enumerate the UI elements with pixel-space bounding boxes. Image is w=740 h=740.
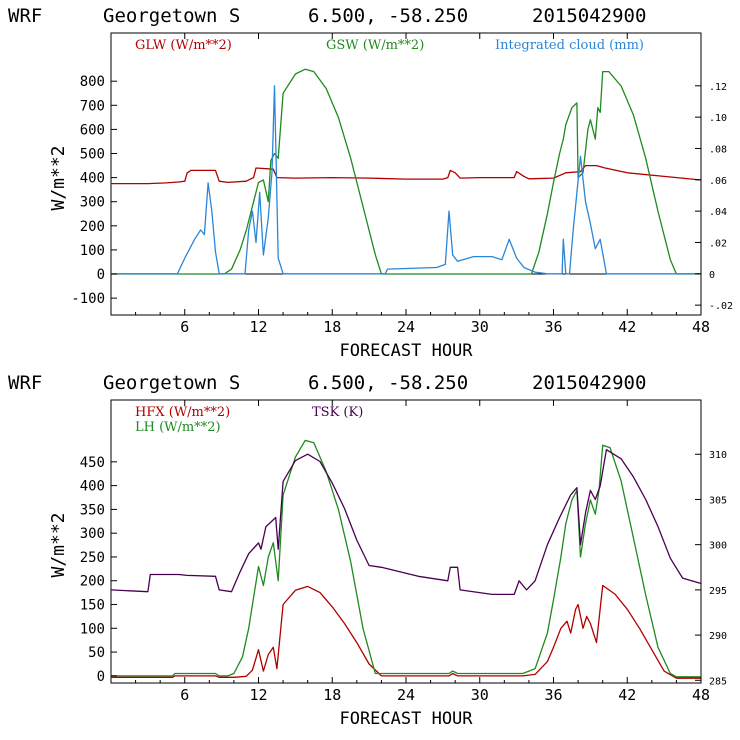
y-tick-label: 400 (80, 171, 105, 187)
y-tick-label: 400 (80, 479, 105, 495)
chart-header-coords: 6.500, -58.250 (308, 5, 468, 27)
y-tick-label: 50 (88, 645, 105, 661)
right-tick-label: 310 (709, 450, 727, 461)
x-tick-label: 48 (692, 318, 710, 336)
x-tick-label: 18 (323, 686, 341, 704)
x-tick-label: 48 (692, 686, 710, 704)
right-tick-label: .12 (709, 82, 727, 93)
chart-header-station: Georgetown S (103, 372, 240, 394)
right-axis-ticks: 285 290 295 300 305 310 (695, 450, 727, 687)
x-tick-label: 24 (397, 318, 415, 336)
right-tick-label: .10 (709, 113, 727, 124)
chart-header-station: Georgetown S (103, 5, 240, 27)
right-tick-label: -.02 (709, 301, 733, 312)
legend: GLW (W/m**2) GSW (W/m**2) Integrated clo… (135, 38, 644, 53)
x-axis-label: FORECAST HOUR (339, 709, 473, 729)
series-line-lh (111, 439, 701, 678)
y-tick-label: 100 (80, 621, 105, 637)
chart-hfx-lh-tsk: WRF Georgetown S 6.500, -58.250 20150429… (8, 372, 727, 729)
series-group (111, 68, 702, 275)
x-tick-label: 6 (180, 318, 189, 336)
series-line-glw (111, 164, 702, 185)
x-tick-label: 42 (618, 318, 636, 336)
chart-header-model: WRF (8, 372, 42, 394)
right-tick-label: 300 (709, 541, 727, 552)
series-group (110, 439, 702, 679)
y-tick-label: 250 (80, 550, 105, 566)
legend-entry: Integrated cloud (mm) (495, 38, 644, 53)
x-tick-label: 30 (471, 686, 489, 704)
legend-entry: HFX (W/m**2) (135, 405, 230, 420)
right-tick-label: .02 (709, 238, 727, 249)
chart-header-model: WRF (8, 5, 42, 27)
legend-entry: LH (W/m**2) (135, 420, 221, 435)
y-tick-label: 450 (80, 455, 105, 471)
y-axis-ticks: -100 0 100 200 300 400 500 600 700 800 (71, 74, 117, 307)
x-axis-label: FORECAST HOUR (339, 341, 473, 361)
x-axis-ticks: 6 12 18 24 30 36 42 48 (135, 33, 710, 336)
y-tick-label: 350 (80, 502, 105, 518)
y-tick-label: 300 (80, 526, 105, 542)
y-tick-label: 150 (80, 598, 105, 614)
chart-glw-gsw-cloud: WRF Georgetown S 6.500, -58.250 20150429… (8, 5, 733, 361)
y-axis-label: W/m**2 (48, 145, 69, 210)
right-tick-label: .06 (709, 176, 727, 187)
x-tick-label: 6 (180, 686, 189, 704)
right-tick-label: 290 (709, 631, 727, 642)
y-tick-label: 500 (80, 147, 105, 163)
x-tick-label: 42 (618, 686, 636, 704)
legend-entry: TSK (K) (312, 405, 363, 420)
x-tick-label: 12 (249, 318, 267, 336)
right-tick-label: .08 (709, 144, 727, 155)
series-line-hfx (111, 584, 701, 679)
plot-frame (110, 399, 702, 684)
y-tick-label: 800 (80, 74, 105, 90)
y-axis-label: W/m**2 (48, 512, 69, 577)
x-tick-label: 12 (249, 686, 267, 704)
y-tick-label: 700 (80, 98, 105, 114)
legend-entry: GLW (W/m**2) (135, 38, 232, 53)
x-tick-label: 36 (544, 318, 562, 336)
chart-header-coords: 6.500, -58.250 (308, 372, 468, 394)
legend-entry: GSW (W/m**2) (326, 38, 424, 53)
chart-header-run: 2015042900 (532, 5, 646, 27)
right-tick-label: 305 (709, 495, 727, 506)
y-tick-label: 100 (80, 243, 105, 259)
right-axis-ticks: -.02 0 .02 .04 .06 .08 .10 .12 (695, 82, 733, 312)
right-tick-label: 285 (709, 676, 727, 687)
series-line-integrated (111, 85, 701, 275)
legend: HFX (W/m**2) LH (W/m**2) TSK (K) (135, 405, 363, 435)
y-tick-label: 200 (80, 219, 105, 235)
series-line-tsk (110, 449, 702, 596)
series-line-gsw (111, 68, 701, 275)
x-tick-label: 36 (544, 686, 562, 704)
x-tick-label: 24 (397, 686, 415, 704)
x-axis-ticks: 6 12 18 24 30 36 42 48 (135, 400, 710, 704)
right-tick-label: .04 (709, 207, 727, 218)
right-tick-label: 0 (709, 270, 715, 281)
y-axis-ticks: 0 50 100 150 200 250 300 350 400 450 (80, 455, 117, 685)
y-tick-label: 600 (80, 122, 105, 138)
y-tick-label: -100 (71, 291, 105, 307)
x-tick-label: 30 (471, 318, 489, 336)
y-tick-label: 0 (97, 267, 105, 283)
y-tick-label: 0 (97, 669, 105, 685)
right-tick-label: 295 (709, 586, 727, 597)
y-tick-label: 300 (80, 195, 105, 211)
y-tick-label: 200 (80, 574, 105, 590)
x-tick-label: 18 (323, 318, 341, 336)
chart-header-run: 2015042900 (532, 372, 646, 394)
